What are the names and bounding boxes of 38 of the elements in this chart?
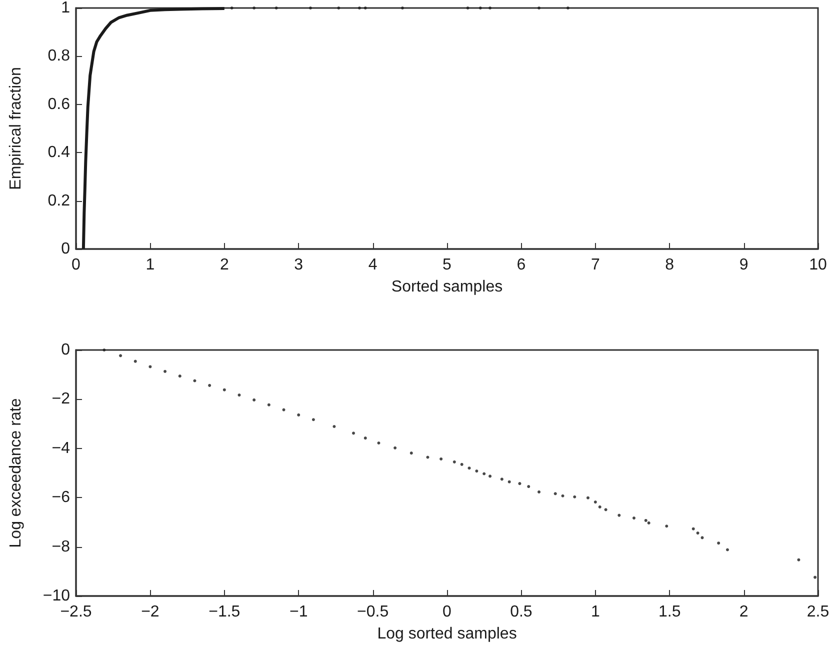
x-tick-label: −2 <box>141 604 160 620</box>
x-tick-label: 10 <box>809 256 827 274</box>
x-tick-label: 0 <box>442 604 452 620</box>
x-tick-label: 7 <box>590 256 600 274</box>
y-tick-label: 0.2 <box>48 192 70 210</box>
x-tick-label: −1.5 <box>208 604 240 620</box>
y-tick-label: −6 <box>52 489 70 506</box>
x-tick-label: −1 <box>289 604 308 620</box>
y-tick-label: −2 <box>52 390 70 408</box>
x-tick-label: 4 <box>368 256 378 274</box>
y-axis-title: Log exceedance rate <box>8 398 24 548</box>
x-tick-label: 3 <box>294 256 304 274</box>
y-tick-label: 0.4 <box>48 144 70 162</box>
x-tick-label: 2.5 <box>806 604 830 620</box>
x-tick-label: −2.5 <box>60 604 92 620</box>
x-axis-title: Log sorted samples <box>377 626 517 642</box>
y-axis-title: Empirical fraction <box>8 67 24 190</box>
y-tick-label: 0 <box>61 342 70 358</box>
x-tick-label: −0.5 <box>357 604 389 620</box>
y-tick-label: 0.8 <box>48 48 70 65</box>
y-tick-label: −10 <box>42 588 70 604</box>
y-tick-label: 1 <box>61 0 70 16</box>
x-tick-label: 5 <box>442 256 452 274</box>
y-tick-label: 0.6 <box>48 96 70 113</box>
x-tick-label: 0 <box>72 256 81 274</box>
x-tick-label: 9 <box>739 256 748 274</box>
x-axis-title: Sorted samples <box>391 278 503 296</box>
x-tick-label: 0.5 <box>510 604 532 620</box>
x-tick-label: 2 <box>739 604 748 620</box>
x-tick-label: 1 <box>590 604 600 620</box>
y-tick-label: −8 <box>52 538 70 556</box>
x-tick-label: 6 <box>516 256 526 274</box>
y-tick-label: 0 <box>61 240 70 258</box>
x-tick-label: 8 <box>665 256 674 274</box>
x-tick-label: 2 <box>220 256 229 274</box>
x-tick-label: 1 <box>146 256 155 274</box>
y-tick-label: −4 <box>52 440 70 457</box>
x-tick-label: 1.5 <box>658 604 681 620</box>
